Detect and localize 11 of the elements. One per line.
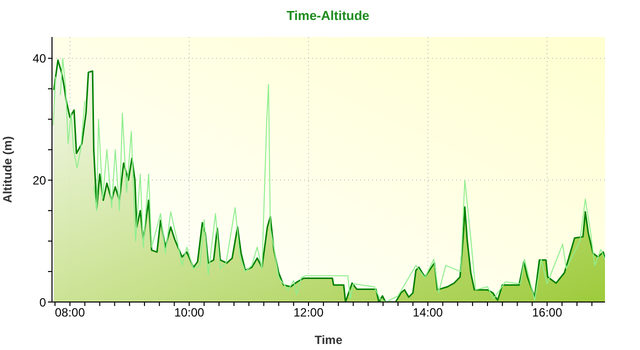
x-tick-label: 08:00 — [54, 306, 86, 320]
chart-title: Time-Altitude — [286, 8, 370, 23]
y-tick-label: 0 — [39, 295, 46, 310]
y-tick-label: 40 — [32, 52, 46, 66]
x-tick-label: 12:00 — [294, 306, 324, 320]
x-tick-label: 10:00 — [174, 306, 205, 320]
y-tick-label: 20 — [32, 173, 46, 188]
x-tick-label: 16:00 — [532, 306, 562, 320]
x-tick-label: 14:00 — [412, 306, 444, 320]
y-axis-title: Altitude (m) — [0, 136, 14, 203]
x-axis-title: Time — [314, 333, 343, 347]
